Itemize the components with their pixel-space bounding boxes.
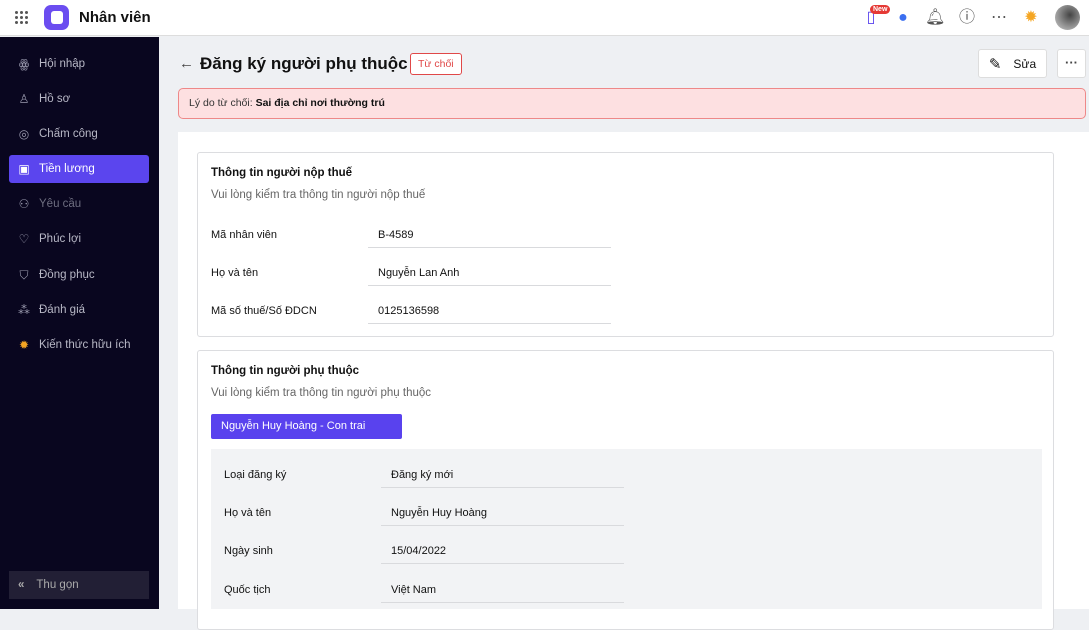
sidebar-item-dong-phuc[interactable]: ⛉ Đồng phục: [9, 261, 149, 289]
field-label: Họ và tên: [224, 507, 272, 519]
chat-icon[interactable]: ●: [898, 9, 908, 26]
page-title: Đăng ký người phụ thuộc: [200, 54, 408, 73]
avatar[interactable]: [1055, 5, 1080, 30]
sidebar-item-kien-thuc[interactable]: ✹ Kiến thức hữu ích: [9, 331, 149, 359]
app-title: Nhân viên: [79, 9, 151, 26]
collapse-sidebar-button[interactable]: « Thu gọn: [9, 571, 149, 599]
shirt-icon: ⛉: [19, 267, 29, 282]
section-title: Thông tin người nộp thuế: [211, 167, 353, 179]
field-label: Quốc tịch: [224, 584, 271, 596]
dependent-tab[interactable]: Nguyễn Huy Hoàng - Con trai: [211, 414, 402, 439]
section-subtitle: Vui lòng kiểm tra thông tin người nộp th…: [211, 189, 426, 201]
edit-label: Sửa: [1013, 56, 1037, 71]
field-value: Việt Nam: [391, 584, 437, 596]
reject-label: Lý do từ chối:: [189, 97, 253, 109]
reject-reason: Sai địa chỉ nơi thường trú: [255, 97, 385, 109]
sidebar-item-label: Yêu cầu: [39, 198, 82, 210]
sidebar-item-danh-gia[interactable]: ⁂ Đánh giá: [9, 296, 149, 324]
new-badge: New: [870, 5, 891, 14]
handshake-icon: ♡: [18, 232, 30, 246]
field-value: Đăng ký mới: [391, 469, 454, 481]
sidebar-item-label: Chấm công: [39, 128, 98, 140]
sidebar-item-cham-cong[interactable]: ◎ Chấm công: [9, 120, 149, 148]
more-apps-icon[interactable]: ⋯: [991, 9, 1007, 26]
dependent-details-panel: Loại đăng ký Đăng ký mới Họ và tên Nguyễn …: [211, 449, 1042, 609]
sidebar: ꙮ Hội nhập ♙ Hồ sơ ◎ Chấm công ▣ Tiền lương …: [0, 37, 159, 609]
fingerprint-icon: ◎: [18, 127, 30, 141]
content-card: Thông tin người nộp thuế Vui lòng kiểm t…: [178, 132, 1089, 630]
section-title: Thông tin người phụ thuộc: [211, 365, 360, 377]
request-icon: ⚇: [18, 197, 30, 211]
sidebar-item-label: Đồng phục: [39, 269, 95, 281]
sidebar-item-label: Kiến thức hữu ích: [39, 339, 131, 351]
sidebar-item-label: Tiền lương: [39, 163, 95, 175]
wallet-icon: ▣: [18, 162, 30, 176]
taxpayer-section: Thông tin người nộp thuế Vui lòng kiểm t…: [197, 152, 1054, 337]
sidebar-item-hoi-nhap[interactable]: ꙮ Hội nhập: [9, 50, 149, 78]
pencil-icon: ✎: [988, 55, 1002, 73]
field-value: 0125136598: [378, 305, 440, 317]
double-chevron-left-icon: «: [18, 579, 25, 591]
sidebar-item-label: Hồ sơ: [39, 93, 71, 105]
top-bar: Nhân viên ▯ New ● 🔔︎ ⓘ ⋯ ✹: [0, 0, 1089, 36]
lightbulb-book-icon: ✹: [18, 338, 30, 352]
user-icon: ♙: [18, 92, 30, 106]
app-grid-icon[interactable]: [15, 11, 28, 24]
field-label: Họ và tên: [211, 267, 259, 279]
field-label: Mã số thuế/Số ĐDCN: [211, 305, 317, 317]
lightbulb-book-icon[interactable]: ✹: [1024, 9, 1038, 26]
sidebar-item-label: Đánh giá: [39, 304, 86, 316]
field-value: 15/04/2022: [391, 545, 447, 557]
bell-icon[interactable]: 🔔︎: [925, 9, 946, 26]
field-label: Mã nhân viên: [211, 229, 278, 241]
back-arrow-icon[interactable]: ←: [179, 55, 194, 72]
field-value: Nguyễn Huy Hoàng: [391, 507, 488, 519]
collapse-label: Thu gọn: [36, 579, 79, 591]
field-label: Loại đăng ký: [224, 469, 287, 481]
sidebar-item-tien-luong[interactable]: ▣ Tiền lương: [9, 155, 149, 183]
stars-icon: ⁂: [18, 303, 30, 317]
sidebar-item-phuc-loi[interactable]: ♡ Phúc lợi: [9, 225, 149, 253]
field-value: B-4589: [378, 229, 414, 241]
sidebar-item-label: Hội nhập: [39, 58, 86, 70]
help-icon[interactable]: ⓘ: [958, 9, 975, 26]
people-icon: ꙮ: [18, 57, 30, 71]
dependent-section: Thông tin người phụ thuộc Vui lòng kiểm …: [197, 350, 1054, 630]
sidebar-item-ho-so[interactable]: ♙ Hồ sơ: [9, 85, 149, 113]
field-value: Nguyễn Lan Anh: [378, 267, 460, 279]
sidebar-item-yeu-cau[interactable]: ⚇ Yêu cầu: [9, 190, 149, 218]
status-badge: Từ chối: [410, 53, 462, 75]
sidebar-item-label: Phúc lợi: [39, 233, 82, 245]
reject-reason-alert: Lý do từ chối: Sai địa chỉ nơi thường tr…: [178, 88, 1086, 119]
mobile-app-icon[interactable]: ▯: [866, 9, 876, 26]
app-logo: [44, 5, 69, 30]
more-options-button[interactable]: ···: [1057, 49, 1086, 78]
section-subtitle: Vui lòng kiểm tra thông tin người phụ th…: [211, 387, 432, 399]
field-label: Ngày sinh: [224, 545, 273, 557]
edit-button[interactable]: ✎ Sửa: [978, 49, 1047, 78]
